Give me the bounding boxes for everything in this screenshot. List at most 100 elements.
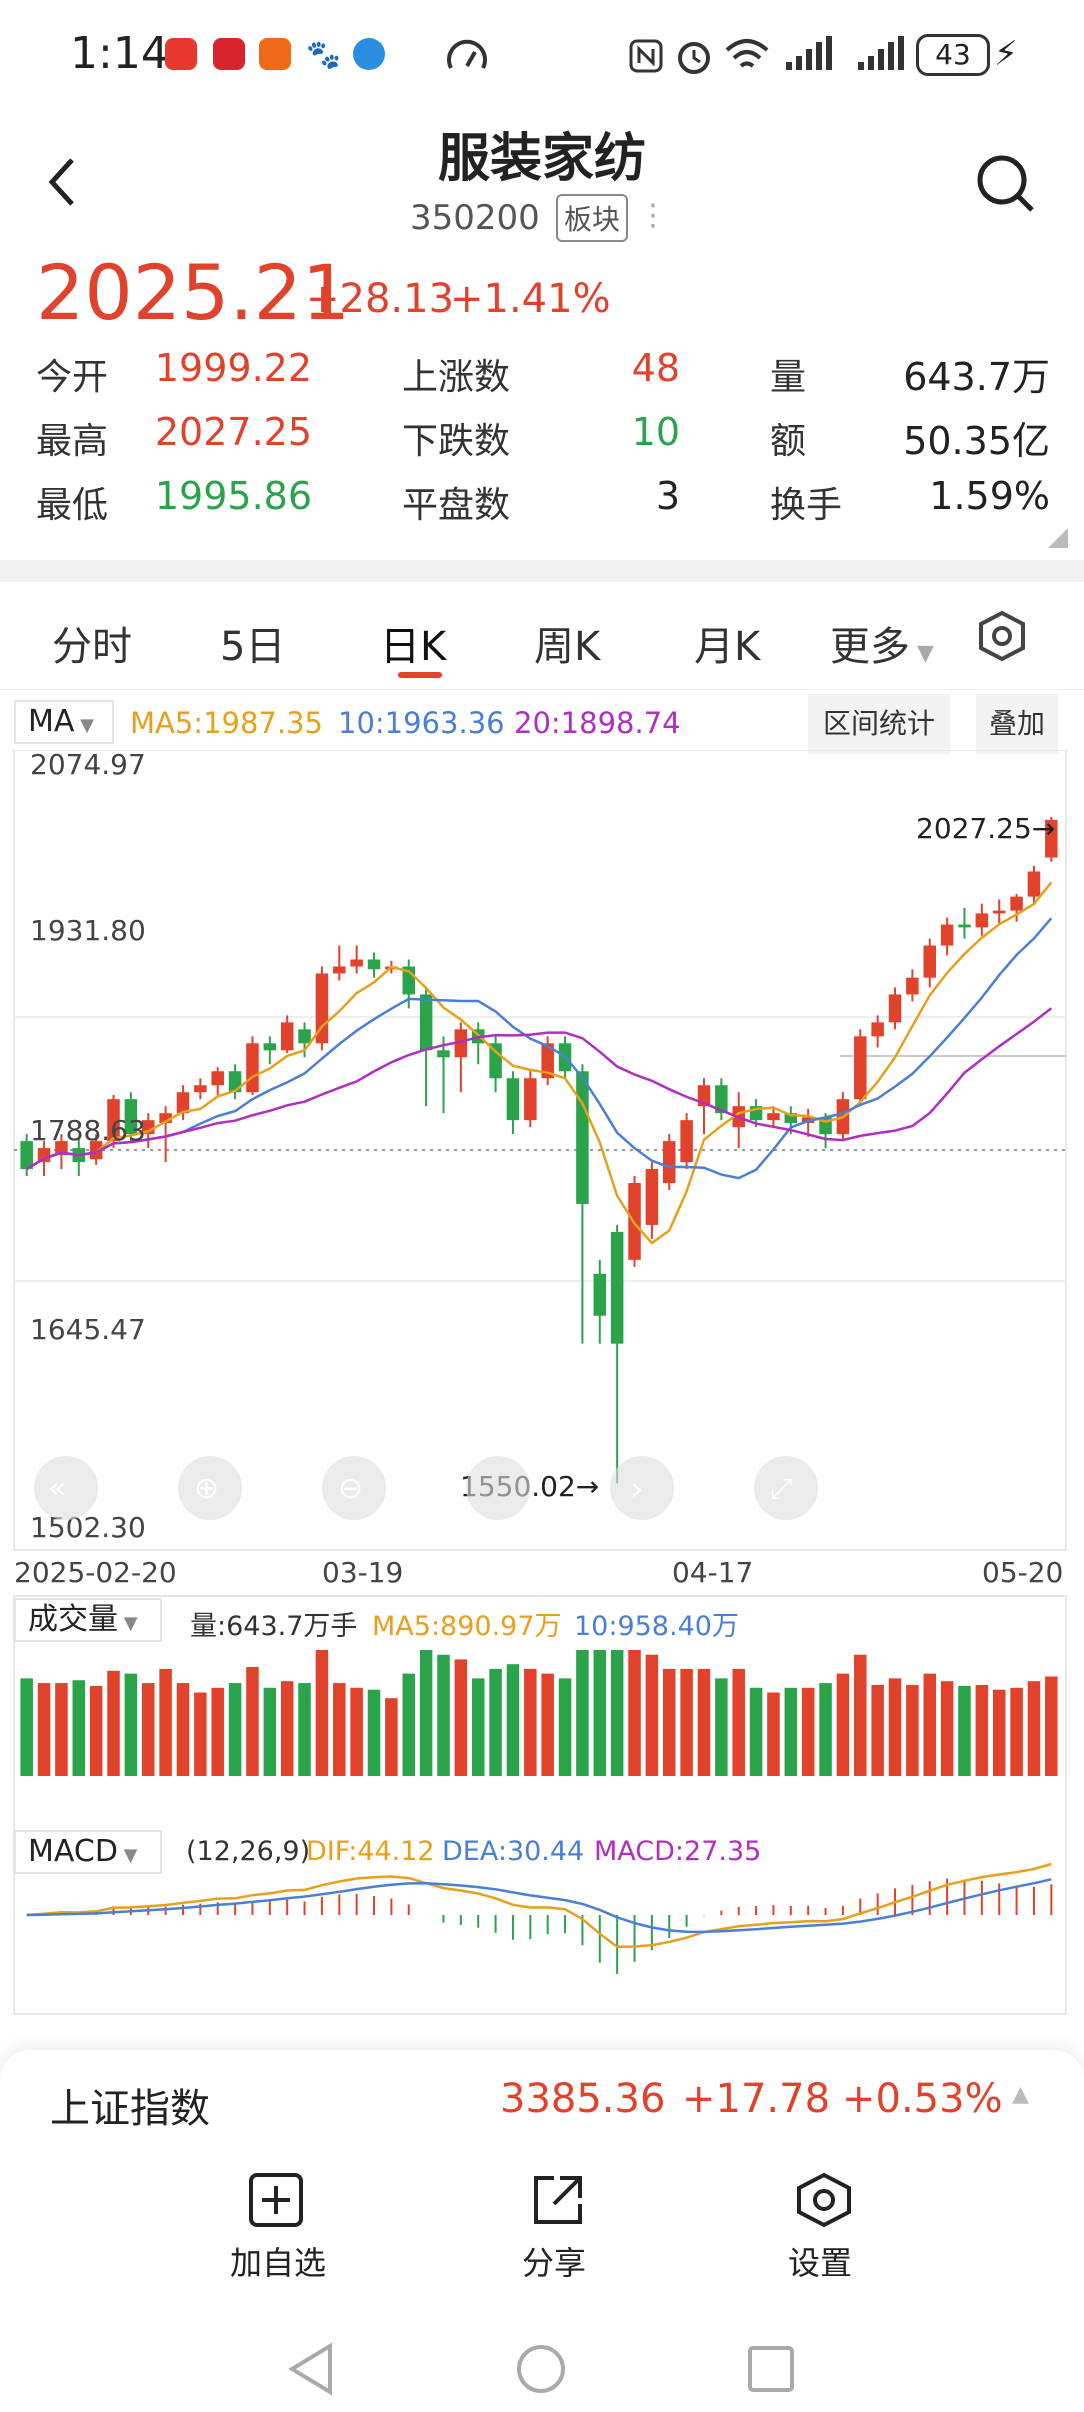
candle-body (489, 1043, 502, 1079)
price-chart-frame (13, 750, 1067, 1551)
volume-bar (55, 1683, 68, 1776)
expand-up-icon[interactable]: ▲ (1012, 2082, 1029, 2107)
candle-body (784, 1113, 798, 1123)
dif-line (26, 1862, 1052, 1949)
share-button[interactable]: 分享 (510, 2172, 610, 2302)
candle-body (55, 1141, 68, 1156)
share-icon (534, 2176, 582, 2224)
candle-body (854, 1036, 867, 1100)
ma20-line (26, 1007, 1053, 1171)
page-title: 服装家纺 (437, 129, 646, 189)
volume-bar (489, 1668, 502, 1776)
chevron-down-icon: ▼ (910, 641, 934, 666)
back-icon[interactable] (44, 154, 78, 210)
volume-bar (749, 1687, 763, 1776)
candle-body (576, 1071, 589, 1204)
volume-bar (610, 1650, 624, 1776)
volume-bar (402, 1673, 416, 1776)
volume-bar (940, 1681, 954, 1776)
overlay-button[interactable]: 叠加 (976, 694, 1058, 754)
speed-icon (447, 39, 487, 69)
browser-icon (353, 38, 385, 70)
volume-bar (315, 1650, 329, 1776)
volume-bar (888, 1678, 902, 1776)
app-icon-2 (213, 38, 245, 70)
tab-more-label: 更多 (830, 624, 910, 670)
volume-bar (819, 1683, 832, 1776)
index-change: +17.78 (682, 2076, 831, 2122)
volume-bar (871, 1684, 884, 1776)
candle-body (454, 1029, 468, 1058)
tab-5day[interactable]: 5日 (220, 624, 286, 670)
volume-bar (992, 1689, 1006, 1776)
volume-bar (89, 1685, 103, 1776)
volume-bar (576, 1650, 589, 1776)
candle-body (923, 945, 937, 978)
candle-body (975, 913, 989, 928)
candle-body (280, 1022, 294, 1051)
more-dots-icon[interactable]: ⋮ (638, 198, 668, 233)
range-stats-button[interactable]: 区间统计 (808, 694, 950, 754)
scroll-left-icon (34, 1456, 98, 1520)
ma-selector-label: MA (28, 704, 75, 739)
candle-body (246, 1043, 259, 1093)
volume-bar (645, 1654, 659, 1776)
period-tabs: 分时 5日 日K 周K 月K 更多 ▼ (0, 580, 1084, 690)
candle-body (437, 1050, 450, 1058)
chart-zoom-controls: « ⊕ ⊖ › ⤢ (34, 1456, 818, 1520)
volume-bar (298, 1683, 311, 1776)
nav-back-icon[interactable] (286, 2342, 336, 2396)
volume-value: 643.7万 (903, 355, 1050, 399)
price-change: +28.13 (306, 276, 455, 322)
volume-bar (784, 1687, 798, 1776)
candle-body (1045, 819, 1058, 858)
candle-body (992, 910, 1006, 914)
y-tick-label: 1645.47 (30, 1313, 146, 1346)
tab-more[interactable]: 更多 ▼ (830, 614, 934, 672)
nav-home-icon[interactable] (514, 2342, 568, 2396)
sector-code: 350200 (410, 198, 540, 238)
volume-bar (1027, 1681, 1041, 1776)
candle-body (610, 1231, 624, 1344)
volume-bar (454, 1659, 468, 1776)
nav-recents-icon[interactable] (746, 2344, 796, 2394)
chevron-right-icon: › (630, 1469, 644, 1509)
candle-body (662, 1141, 676, 1184)
candle-body (315, 973, 329, 1044)
settings-button[interactable]: 设置 (776, 2172, 876, 2302)
volume-bar (72, 1680, 86, 1776)
next-icon (610, 1456, 674, 1520)
macd-selector[interactable]: MACD ▼ (14, 1830, 162, 1874)
add-watchlist-button[interactable]: 加自选 (216, 2172, 336, 2302)
candle-body (124, 1099, 138, 1135)
expand-corner-icon[interactable] (1046, 526, 1070, 550)
volume-bar (662, 1668, 676, 1776)
clock: 1:14 (70, 28, 169, 79)
volume-bar (159, 1668, 172, 1776)
macd-selector-label: MACD (28, 1834, 118, 1869)
volume-bar (715, 1678, 728, 1776)
battery-level: 43 (935, 38, 971, 71)
ma-selector[interactable]: MA ▼ (14, 700, 114, 744)
y-tick-label: 1931.80 (30, 914, 146, 947)
tab-monthly-k[interactable]: 月K (694, 624, 761, 670)
search-icon[interactable] (974, 152, 1038, 216)
volume-bar (176, 1683, 190, 1776)
candle-body (263, 1043, 277, 1051)
active-tab-indicator (398, 672, 442, 678)
expand-arrows-icon: ⤢ (770, 1472, 792, 1505)
candle-body (194, 1085, 207, 1093)
tab-daily-k[interactable]: 日K (380, 624, 447, 670)
tab-weekly-k[interactable]: 周K (534, 624, 601, 670)
x-tick-label: 2025-02-20 (14, 1556, 177, 1589)
kline-svg[interactable]: 2074.97 1931.80 1788.63 1645.47 1502.30 … (0, 750, 1084, 2020)
volume-label: 量 (770, 357, 807, 398)
index-price: 3385.36 (500, 2076, 666, 2122)
volume-selector[interactable]: 成交量 ▼ (14, 1598, 162, 1642)
index-name[interactable]: 上证指数 (50, 2086, 210, 2132)
tab-intraday[interactable]: 分时 (52, 624, 132, 670)
chart-settings-icon[interactable] (976, 610, 1028, 662)
y-tick-label: 1502.30 (30, 1511, 146, 1544)
signal-icon-2 (858, 36, 904, 70)
y-tick-label: 1788.63 (30, 1114, 146, 1147)
